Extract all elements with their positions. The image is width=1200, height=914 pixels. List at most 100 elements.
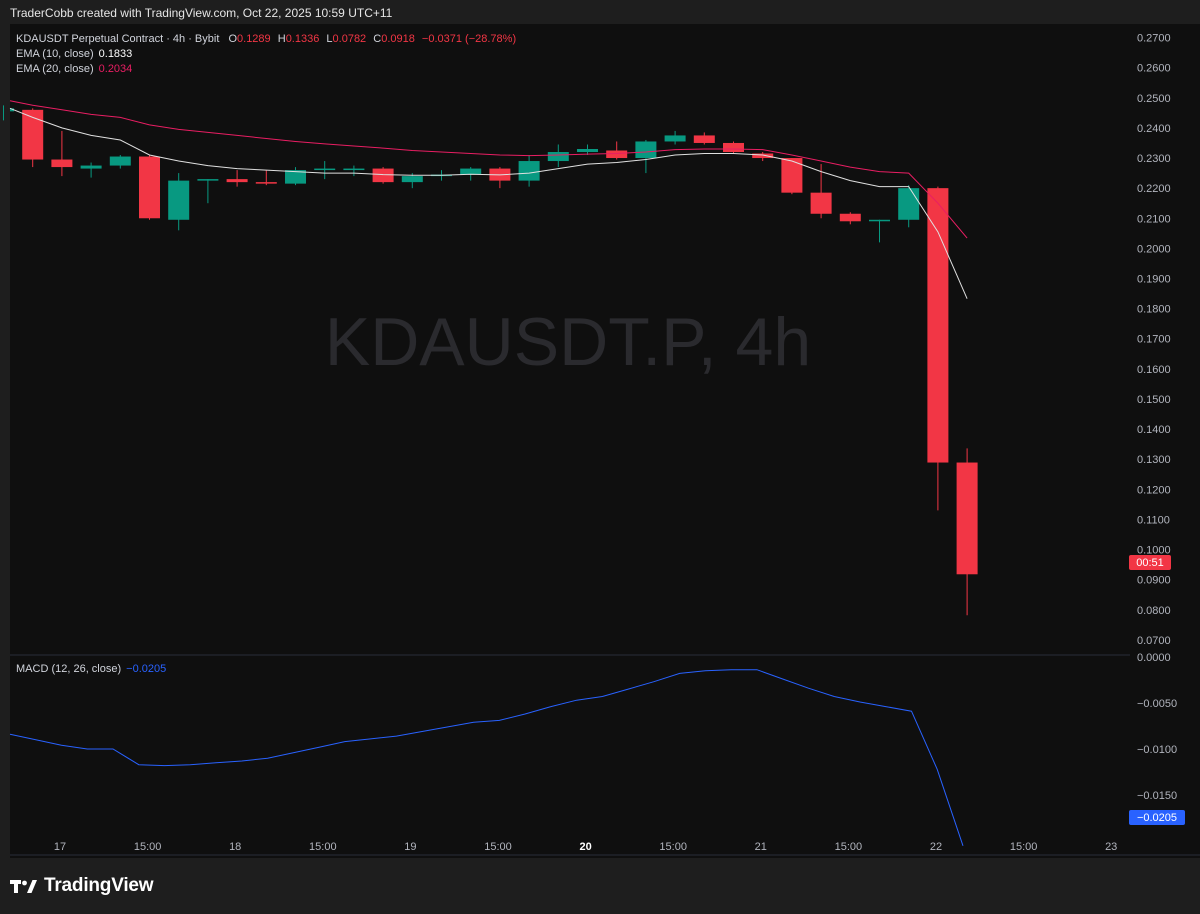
candle <box>197 179 219 204</box>
candle-body <box>255 182 277 184</box>
candle-body <box>956 462 978 575</box>
macd-legend[interactable]: MACD (12, 26, close) −0.0205 <box>16 663 166 675</box>
price-badge: 00:51 <box>1129 555 1171 570</box>
price-tick-label: 0.2400 <box>1137 123 1171 135</box>
price-tick-label: 0.1000 <box>1137 545 1171 557</box>
candle <box>898 185 920 228</box>
price-axis[interactable]: 0.2700 0.2600 0.2500 0.2400 0.2300 0.2200 0.21… <box>1137 33 1171 647</box>
open-label: O <box>228 33 238 45</box>
credit-text: TraderCobb created with TradingView.com,… <box>10 6 393 20</box>
time-tick-label: 15:00 <box>1010 841 1038 853</box>
ema20-label: EMA (20, close) <box>16 63 94 75</box>
time-tick-label: 17 <box>54 841 66 853</box>
candle-body <box>22 109 44 160</box>
candle-body <box>547 152 569 162</box>
candle <box>635 139 657 174</box>
candle-body <box>664 135 686 142</box>
time-axis[interactable]: 17 15:00 18 15:00 19 15:00 20 15:00 21 15:00 22 15:… <box>54 841 1117 853</box>
candle-body <box>635 141 657 159</box>
ema20-legend[interactable]: EMA (20, close) 0.2034 <box>16 63 132 75</box>
candle-body <box>606 150 628 159</box>
price-tick-label: 0.1400 <box>1137 424 1171 436</box>
candle <box>723 141 744 154</box>
candle <box>956 448 978 616</box>
candle-body <box>577 148 598 153</box>
price-tick-label: 0.1100 <box>1137 514 1170 526</box>
candle-body <box>197 179 219 181</box>
price-tick-label: 0.2600 <box>1137 63 1171 75</box>
time-tick-label: 15:00 <box>484 841 512 853</box>
open-value: 0.1289 <box>237 33 271 45</box>
time-tick-label: 23 <box>1105 841 1117 853</box>
candle-body <box>285 170 306 184</box>
symbol-legend[interactable]: KDAUSDT Perpetual Contract · 4h · Bybit … <box>16 33 516 45</box>
candle-body <box>927 188 949 463</box>
candle <box>109 155 131 169</box>
candles <box>3 105 978 616</box>
candle-body <box>781 158 803 193</box>
price-tick-label: 0.2200 <box>1137 183 1171 195</box>
time-tick-label: 15:00 <box>134 841 162 853</box>
time-tick-label: 22 <box>930 841 942 853</box>
candle <box>781 158 803 195</box>
footer: TradingView <box>0 858 1200 914</box>
change-value: −0.0371 (−28.78%) <box>421 33 517 45</box>
time-tick-label: 20 <box>579 841 591 853</box>
price-axis-background <box>1120 24 1200 858</box>
tradingview-wordmark: TradingView <box>44 875 154 896</box>
price-tick-label: 0.2700 <box>1137 33 1171 45</box>
ema10-legend[interactable]: EMA (10, close) 0.1833 <box>16 48 132 60</box>
price-tick-label: 0.0900 <box>1137 575 1171 587</box>
symbol-watermark: KDAUSDT.P, 4h <box>325 304 811 380</box>
price-tick-label: 0.2300 <box>1137 153 1171 165</box>
candle <box>606 141 628 160</box>
price-tick-label: 0.2000 <box>1137 243 1171 255</box>
macd-badge: −0.0205 <box>1129 810 1185 825</box>
candle-body <box>460 168 482 175</box>
candle <box>139 155 160 220</box>
price-tick-label: 0.2100 <box>1137 213 1171 225</box>
time-tick-label: 18 <box>229 841 241 853</box>
candle <box>547 144 569 168</box>
macd-tick-label: 0.0000 <box>1137 652 1171 664</box>
plot-background <box>10 24 1130 858</box>
close-value: 0.0918 <box>381 33 415 45</box>
time-tick-label: 19 <box>404 841 416 853</box>
high-value: 0.1336 <box>285 33 320 45</box>
tradingview-logo[interactable]: TradingView <box>10 875 154 897</box>
candle <box>314 161 336 180</box>
low-value: 0.0782 <box>332 33 367 45</box>
ema10-value: 0.1833 <box>98 48 133 60</box>
candle <box>22 108 44 168</box>
candle-body <box>343 168 365 171</box>
candle <box>664 130 686 145</box>
candle <box>372 167 394 184</box>
price-tick-label: 0.1600 <box>1137 364 1171 376</box>
price-tick-label: 0.1800 <box>1137 304 1171 316</box>
candle-body <box>10 108 14 112</box>
candle <box>3 105 14 121</box>
macd-tick-label: −0.0100 <box>1137 744 1177 756</box>
candle <box>927 186 949 511</box>
candle <box>869 219 890 243</box>
price-tick-label: 0.0800 <box>1137 605 1171 617</box>
tradingview-logo-icon <box>10 880 37 893</box>
price-tick-label: 0.0700 <box>1137 635 1171 647</box>
candle-body <box>810 192 832 214</box>
ema10-line <box>9 107 968 299</box>
ema20-value: 0.2034 <box>98 63 133 75</box>
close-label: C <box>373 33 382 45</box>
symbol-title: KDAUSDT Perpetual Contract · 4h · Bybit <box>16 33 220 45</box>
time-tick-label: 15:00 <box>835 841 863 853</box>
high-label: H <box>277 33 286 45</box>
candle-body <box>401 176 423 183</box>
price-tick-label: 0.1500 <box>1137 394 1171 406</box>
candle <box>577 144 598 156</box>
candle-body <box>80 165 102 169</box>
macd-tick-label: −0.0050 <box>1137 698 1177 710</box>
candle-body <box>226 179 248 183</box>
macd-axis[interactable]: 0.0000 −0.0050 −0.0100 −0.0150 <box>1137 652 1177 802</box>
macd-value: −0.0205 <box>126 663 167 675</box>
candle <box>285 167 306 186</box>
